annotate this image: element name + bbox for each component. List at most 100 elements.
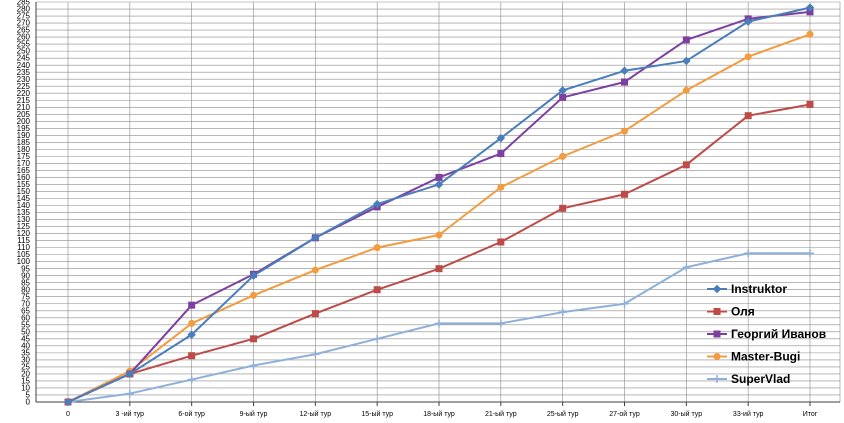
y-tick-label: 170 <box>17 159 31 168</box>
y-tick-label: 150 <box>17 187 31 196</box>
y-tick-label: 110 <box>17 243 30 252</box>
data-point <box>250 291 257 299</box>
y-tick-label: 275 <box>17 12 31 21</box>
y-tick-label: 230 <box>17 75 31 84</box>
x-tick-label: 18-ый тур <box>423 410 455 418</box>
y-tick-label: 265 <box>17 26 31 35</box>
data-point <box>373 244 381 252</box>
y-tick-label: 115 <box>17 236 30 245</box>
y-tick-label: 280 <box>17 5 31 14</box>
data-point <box>682 263 691 272</box>
data-point <box>125 369 135 379</box>
data-point <box>806 249 814 258</box>
y-tick-label: 155 <box>17 180 31 189</box>
y-tick-label: 145 <box>17 194 31 203</box>
y-tick-label: 45 <box>21 334 30 343</box>
x-tick-label: 6-ой тур <box>178 410 205 418</box>
data-point <box>744 112 752 120</box>
data-point <box>621 127 628 135</box>
data-point <box>744 249 753 258</box>
y-tick-label: 15 <box>21 377 30 386</box>
x-tick-label: 25-ый тур <box>547 410 579 418</box>
data-point <box>310 233 320 243</box>
y-tick-label: 105 <box>17 250 31 259</box>
y-tick-label: 255 <box>17 40 31 49</box>
data-point <box>559 93 567 101</box>
y-tick-label: 40 <box>21 341 30 350</box>
data-point <box>435 265 443 273</box>
data-point <box>250 335 257 343</box>
y-tick-label: 175 <box>17 152 31 161</box>
y-tick-label: 185 <box>17 138 31 147</box>
data-point <box>372 199 382 209</box>
legend-label: Instruktor <box>731 282 787 296</box>
y-tick-label: 20 <box>21 370 30 379</box>
data-point <box>621 78 628 86</box>
x-tick-label: 3 -ий тур <box>116 410 145 418</box>
data-point <box>497 238 505 246</box>
legend-label: Master-Bugi <box>731 350 800 364</box>
series-4 <box>64 249 814 406</box>
y-tick-label: 160 <box>17 173 31 182</box>
data-point <box>373 334 382 343</box>
data-point <box>682 86 690 94</box>
series-group <box>63 3 815 407</box>
data-point <box>682 36 690 44</box>
data-point <box>497 150 505 158</box>
y-tick-label: 195 <box>17 124 31 133</box>
y-tick-label: 235 <box>17 68 31 77</box>
y-tick-label: 130 <box>17 215 31 224</box>
data-point <box>249 361 258 370</box>
y-tick-label: 165 <box>17 166 31 175</box>
y-tick-label: 200 <box>17 117 31 126</box>
x-tick-label: 33-ий тур <box>733 410 764 418</box>
data-point <box>559 152 567 160</box>
data-point <box>125 389 134 398</box>
y-tick-label: 245 <box>17 54 31 63</box>
legend-entry-1: Оля <box>707 305 755 319</box>
data-point <box>682 161 690 169</box>
data-point <box>188 352 196 360</box>
y-tick-label: 135 <box>17 208 31 217</box>
legend-marker <box>713 353 721 360</box>
x-tick-label: 21-ый тур <box>485 410 517 418</box>
legend-entry-2: Георгий Иванов <box>707 327 826 341</box>
y-tick-label: 35 <box>21 348 30 357</box>
x-tick-label: 27-ой тур <box>609 410 640 418</box>
legend-marker <box>712 284 722 294</box>
y-tick-label: 220 <box>17 89 31 98</box>
x-axis-tick-labels: 0 3 -ий тур 6-ой тур 9-ый тур 12-ый тур 15-ый… <box>66 410 818 418</box>
x-tick-label: 0 <box>66 411 70 418</box>
y-tick-label: 60 <box>21 313 30 322</box>
legend-marker <box>713 330 721 338</box>
y-axis-tick-labels: 0510152025303540455055606570758085909510… <box>17 0 31 407</box>
data-point <box>620 66 629 76</box>
data-point <box>806 30 814 38</box>
y-tick-label: 100 <box>17 257 31 266</box>
legend-entry-3: Master-Bugi <box>707 350 800 364</box>
data-point <box>188 301 196 309</box>
series-0 <box>63 3 815 407</box>
data-point <box>558 308 567 317</box>
x-tick-label: 15-ый тур <box>361 410 393 418</box>
legend-entry-4: SuperVlad <box>707 372 790 386</box>
y-tick-label: 285 <box>17 0 31 7</box>
data-point <box>63 397 73 407</box>
data-point <box>187 375 196 384</box>
y-tick-label: 95 <box>21 264 30 273</box>
y-tick-label: 180 <box>17 145 31 154</box>
y-tick-label: 125 <box>17 222 31 231</box>
data-point <box>497 183 505 191</box>
data-point <box>249 271 258 281</box>
data-point <box>188 319 196 327</box>
data-point <box>620 299 629 308</box>
data-point <box>373 286 381 294</box>
data-point <box>621 190 628 198</box>
y-tick-label: 215 <box>17 96 31 105</box>
data-point <box>681 56 691 66</box>
series-3 <box>64 30 814 406</box>
x-tick-label: Итог <box>803 411 818 418</box>
legend: Instruktor Оля Георгий Иванов Master-Bugi Su… <box>707 282 826 386</box>
y-tick-label: 120 <box>17 229 31 238</box>
